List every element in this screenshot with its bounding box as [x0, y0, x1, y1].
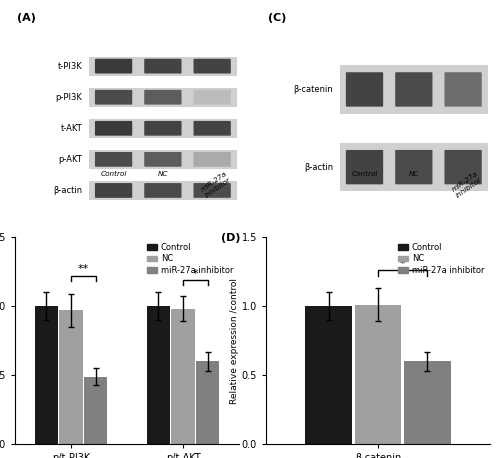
- Bar: [196, 361, 220, 444]
- FancyBboxPatch shape: [95, 183, 132, 198]
- Text: NC: NC: [158, 171, 168, 177]
- Bar: [354, 305, 402, 444]
- Text: p-PI3K: p-PI3K: [56, 93, 82, 102]
- FancyBboxPatch shape: [144, 90, 182, 104]
- Text: miR-27a
inhibitor: miR-27a inhibitor: [200, 170, 232, 198]
- Text: β-catenin: β-catenin: [294, 85, 333, 94]
- FancyBboxPatch shape: [95, 59, 132, 74]
- Bar: [89, 150, 237, 169]
- FancyBboxPatch shape: [346, 72, 383, 107]
- Bar: [89, 87, 237, 107]
- Text: (C): (C): [268, 13, 286, 23]
- Legend: Control, NC, miR-27a inhibitor: Control, NC, miR-27a inhibitor: [396, 241, 486, 277]
- Text: t-AKT: t-AKT: [60, 124, 82, 133]
- Text: *: *: [400, 259, 406, 269]
- Bar: [84, 376, 108, 444]
- Bar: [146, 306, 170, 444]
- FancyBboxPatch shape: [194, 183, 231, 198]
- FancyBboxPatch shape: [194, 121, 231, 136]
- FancyBboxPatch shape: [95, 152, 132, 167]
- Bar: [340, 143, 488, 191]
- FancyBboxPatch shape: [194, 152, 231, 167]
- Text: β-actin: β-actin: [53, 186, 82, 195]
- Legend: Control, NC, miR-27a inhibitor: Control, NC, miR-27a inhibitor: [146, 241, 235, 277]
- FancyBboxPatch shape: [144, 152, 182, 167]
- Bar: [60, 310, 82, 444]
- Bar: [340, 65, 488, 114]
- Text: NC: NC: [408, 171, 419, 177]
- Text: t-PI3K: t-PI3K: [58, 62, 82, 71]
- Bar: [89, 119, 237, 138]
- Text: **: **: [78, 264, 89, 274]
- Bar: [89, 181, 237, 200]
- Text: p-AKT: p-AKT: [58, 155, 82, 164]
- Y-axis label: Relative expression /control: Relative expression /control: [230, 278, 239, 403]
- FancyBboxPatch shape: [346, 150, 383, 185]
- FancyBboxPatch shape: [444, 72, 482, 107]
- Text: (A): (A): [17, 13, 36, 23]
- FancyBboxPatch shape: [144, 183, 182, 198]
- FancyBboxPatch shape: [95, 121, 132, 136]
- Bar: [404, 361, 450, 444]
- Text: miR-27a
inhibitor: miR-27a inhibitor: [450, 170, 483, 198]
- Text: *: *: [192, 268, 198, 278]
- FancyBboxPatch shape: [395, 72, 432, 107]
- Text: (D): (D): [221, 233, 240, 243]
- FancyBboxPatch shape: [194, 59, 231, 74]
- Bar: [306, 306, 352, 444]
- FancyBboxPatch shape: [144, 59, 182, 74]
- FancyBboxPatch shape: [395, 150, 432, 185]
- Bar: [34, 306, 58, 444]
- Text: Control: Control: [352, 171, 378, 177]
- FancyBboxPatch shape: [194, 90, 231, 104]
- Text: β-actin: β-actin: [304, 163, 333, 172]
- Text: Control: Control: [100, 171, 127, 177]
- FancyBboxPatch shape: [444, 150, 482, 185]
- FancyBboxPatch shape: [95, 90, 132, 104]
- FancyBboxPatch shape: [144, 121, 182, 136]
- Bar: [172, 309, 194, 444]
- Bar: [89, 56, 237, 76]
